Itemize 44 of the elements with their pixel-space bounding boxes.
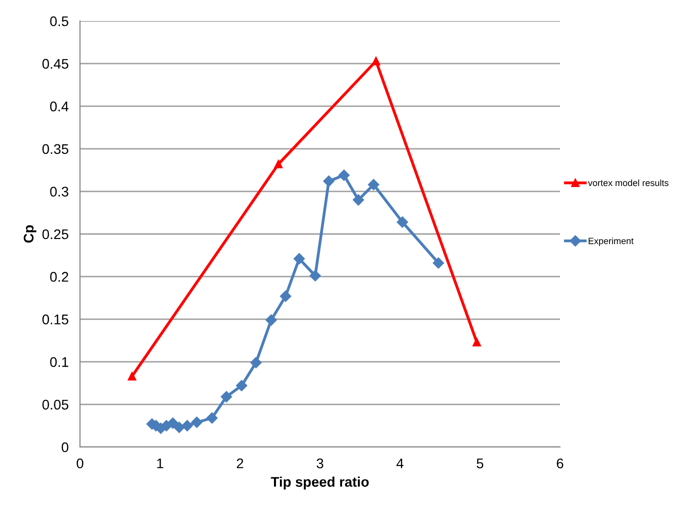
x-tick-label: 3: [316, 458, 324, 468]
y-tick-label: 0.45: [42, 58, 68, 69]
point: [280, 290, 292, 302]
point: [368, 178, 380, 190]
point: [352, 194, 364, 206]
point: [128, 372, 136, 380]
point: [396, 216, 408, 228]
x-axis-title: Tip speed ratio: [270, 476, 369, 490]
y-tick-label: 0.2: [50, 272, 68, 282]
point: [323, 176, 334, 187]
point: [191, 416, 202, 428]
y-axis-title: Cp: [24, 225, 36, 243]
point: [174, 422, 185, 434]
y-tick-label: 0.15: [42, 314, 68, 324]
x-tick-label: 5: [476, 458, 484, 468]
point: [167, 418, 178, 429]
y-tick-label: 0.1: [50, 357, 68, 367]
point: [266, 314, 277, 326]
x-tick-label: 1: [157, 458, 164, 468]
point: [432, 257, 444, 269]
point: [220, 391, 232, 402]
point: [472, 338, 481, 346]
point: [206, 412, 218, 424]
x-tick-label: 4: [396, 458, 404, 468]
point: [236, 380, 248, 392]
y-tick-label: 0.05: [42, 400, 68, 410]
x-tick-label: 6: [556, 458, 564, 468]
y-tick-label: 0.25: [42, 229, 68, 240]
point: [294, 253, 305, 264]
point: [372, 56, 380, 66]
x-tick-label: 0: [76, 458, 84, 468]
y-tick-label: 0.35: [42, 144, 68, 154]
y-tick-label: 0.5: [50, 16, 68, 26]
point: [310, 270, 321, 282]
y-tick-label: 0: [62, 442, 68, 452]
y-tick-label: 0.3: [50, 186, 68, 197]
x-tick-label: 2: [236, 458, 244, 468]
point: [182, 420, 193, 432]
legend-label: vortex model results: [588, 179, 668, 186]
y-tick-label: 0.4: [50, 102, 68, 112]
point: [338, 170, 350, 181]
legend-label: Experiment: [588, 238, 634, 246]
point: [250, 357, 262, 368]
point: [274, 160, 283, 168]
